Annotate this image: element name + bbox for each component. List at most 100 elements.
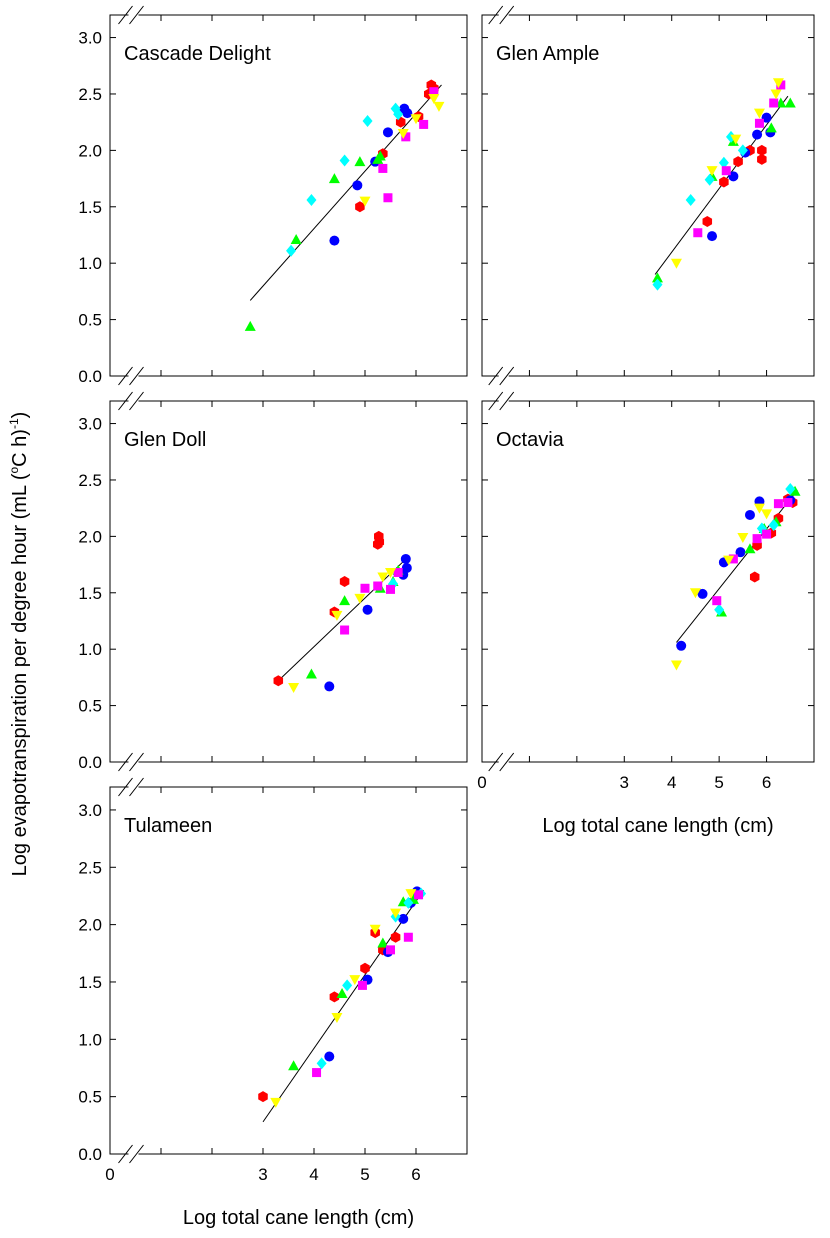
panel-title: Glen Doll	[124, 429, 206, 451]
data-point-square	[754, 118, 764, 128]
series-cyan	[286, 102, 404, 257]
data-point-triangle-up	[328, 173, 340, 184]
axis-break-top	[488, 391, 515, 411]
series-magenta	[312, 890, 424, 1078]
data-point-square	[773, 499, 783, 509]
y-tick-label: 1.5	[78, 198, 102, 217]
data-point-triangle-up	[339, 595, 351, 606]
data-point-triangle-down	[670, 660, 682, 671]
series-red	[702, 144, 767, 227]
x-tick-label: 5	[714, 773, 723, 792]
data-point-hexagon	[702, 215, 713, 227]
break-gap-top	[128, 399, 139, 403]
y-tick-label: 2.0	[78, 141, 102, 160]
data-point-circle	[362, 604, 373, 615]
y-tick-label: 3.0	[78, 415, 102, 434]
y-tick-label: 0.5	[78, 311, 102, 330]
data-point-triangle-down	[354, 593, 366, 604]
series-magenta	[340, 567, 403, 635]
data-point-square	[340, 625, 350, 635]
data-point-hexagon	[749, 571, 760, 583]
series-yellow	[270, 889, 417, 1108]
data-point-triangle-up	[354, 156, 366, 167]
data-point-diamond	[403, 896, 414, 909]
panels: 0.0 0.5 1.0 1.5 2.0 2.5 3.0 Cascade Delight Glen…	[78, 5, 815, 1229]
data-point-square	[312, 1068, 322, 1078]
data-point-triangle-up	[336, 987, 348, 998]
data-point-square	[776, 80, 786, 90]
plot-frame	[109, 400, 468, 763]
data-point-hexagon	[360, 962, 370, 974]
axis-break-top	[118, 777, 144, 797]
data-point-triangle-down	[689, 588, 701, 599]
data-point-hexagon	[258, 1091, 268, 1103]
data-point-square	[393, 567, 403, 577]
y-tick-label: 1.0	[78, 1030, 102, 1049]
regression-line	[262, 889, 425, 1123]
data-point-square	[769, 98, 779, 108]
plot-frame	[109, 14, 468, 377]
data-point-diamond	[316, 1057, 327, 1070]
data-point-square	[783, 498, 793, 508]
data-point-triangle-up	[244, 320, 256, 331]
data-point-triangle-down	[670, 258, 682, 269]
y-tick-label: 2.5	[78, 858, 102, 877]
y-tick-label: 2.5	[78, 85, 102, 104]
axis-break-top	[118, 5, 144, 25]
data-point-triangle-up	[789, 485, 801, 496]
axis-break-bottom	[118, 1144, 144, 1164]
regression-line	[249, 84, 442, 301]
plot-frame	[109, 786, 468, 1155]
axis-break-mark	[488, 752, 515, 772]
data-point-square	[728, 554, 738, 564]
data-point-hexagon	[355, 201, 365, 213]
data-point-diamond	[652, 278, 663, 291]
data-point-hexagon	[273, 675, 284, 687]
data-point-diamond	[737, 144, 748, 157]
axis-break-top	[118, 391, 144, 411]
data-point-square	[360, 583, 370, 593]
data-point-diamond	[704, 173, 715, 186]
y-axis-label: Log evapotranspiration per degree hour (…	[7, 412, 31, 877]
data-point-diamond	[306, 194, 317, 207]
break-gap-bottom	[128, 1152, 139, 1156]
panel-title: Cascade Delight	[124, 43, 271, 65]
data-point-circle	[352, 180, 363, 191]
break-gap-bottom	[498, 374, 509, 378]
data-point-circle	[400, 553, 411, 564]
data-point-circle	[398, 913, 409, 924]
data-point-triangle-up	[377, 937, 389, 948]
x-tick-label: 5	[360, 1165, 369, 1184]
plot-frame	[481, 14, 815, 377]
data-point-square	[378, 163, 388, 173]
y-tick-label: 3.0	[78, 801, 102, 820]
y-tick-label: 1.0	[78, 640, 102, 659]
data-point-triangle-up	[784, 97, 796, 108]
data-point-triangle-down	[377, 572, 389, 583]
data-point-square	[386, 945, 395, 955]
data-point-triangle-up	[374, 150, 386, 161]
data-point-square	[752, 534, 762, 544]
x-tick-label: 3	[258, 1165, 267, 1184]
panel-title: Octavia	[496, 429, 565, 451]
series-magenta	[378, 87, 439, 203]
data-point-hexagon	[339, 576, 350, 587]
data-point-triangle-down	[753, 108, 765, 119]
data-point-triangle-down	[359, 196, 371, 207]
axis-break-mark	[118, 391, 144, 411]
data-point-square	[383, 193, 393, 203]
data-point-circle	[324, 681, 335, 692]
data-point-circle	[676, 640, 687, 651]
data-point-triangle-up	[744, 543, 756, 554]
data-point-circle	[402, 108, 413, 119]
y-tick-label: 1.0	[78, 254, 102, 273]
series-blue	[324, 553, 412, 692]
data-point-square	[429, 87, 439, 97]
series-green	[244, 150, 386, 331]
series-yellow	[288, 567, 396, 694]
data-point-square	[373, 581, 383, 591]
axis-break-bottom	[118, 752, 144, 772]
data-point-triangle-down	[428, 93, 440, 104]
axis-break-mark	[118, 752, 144, 772]
data-point-triangle-down	[772, 78, 784, 89]
